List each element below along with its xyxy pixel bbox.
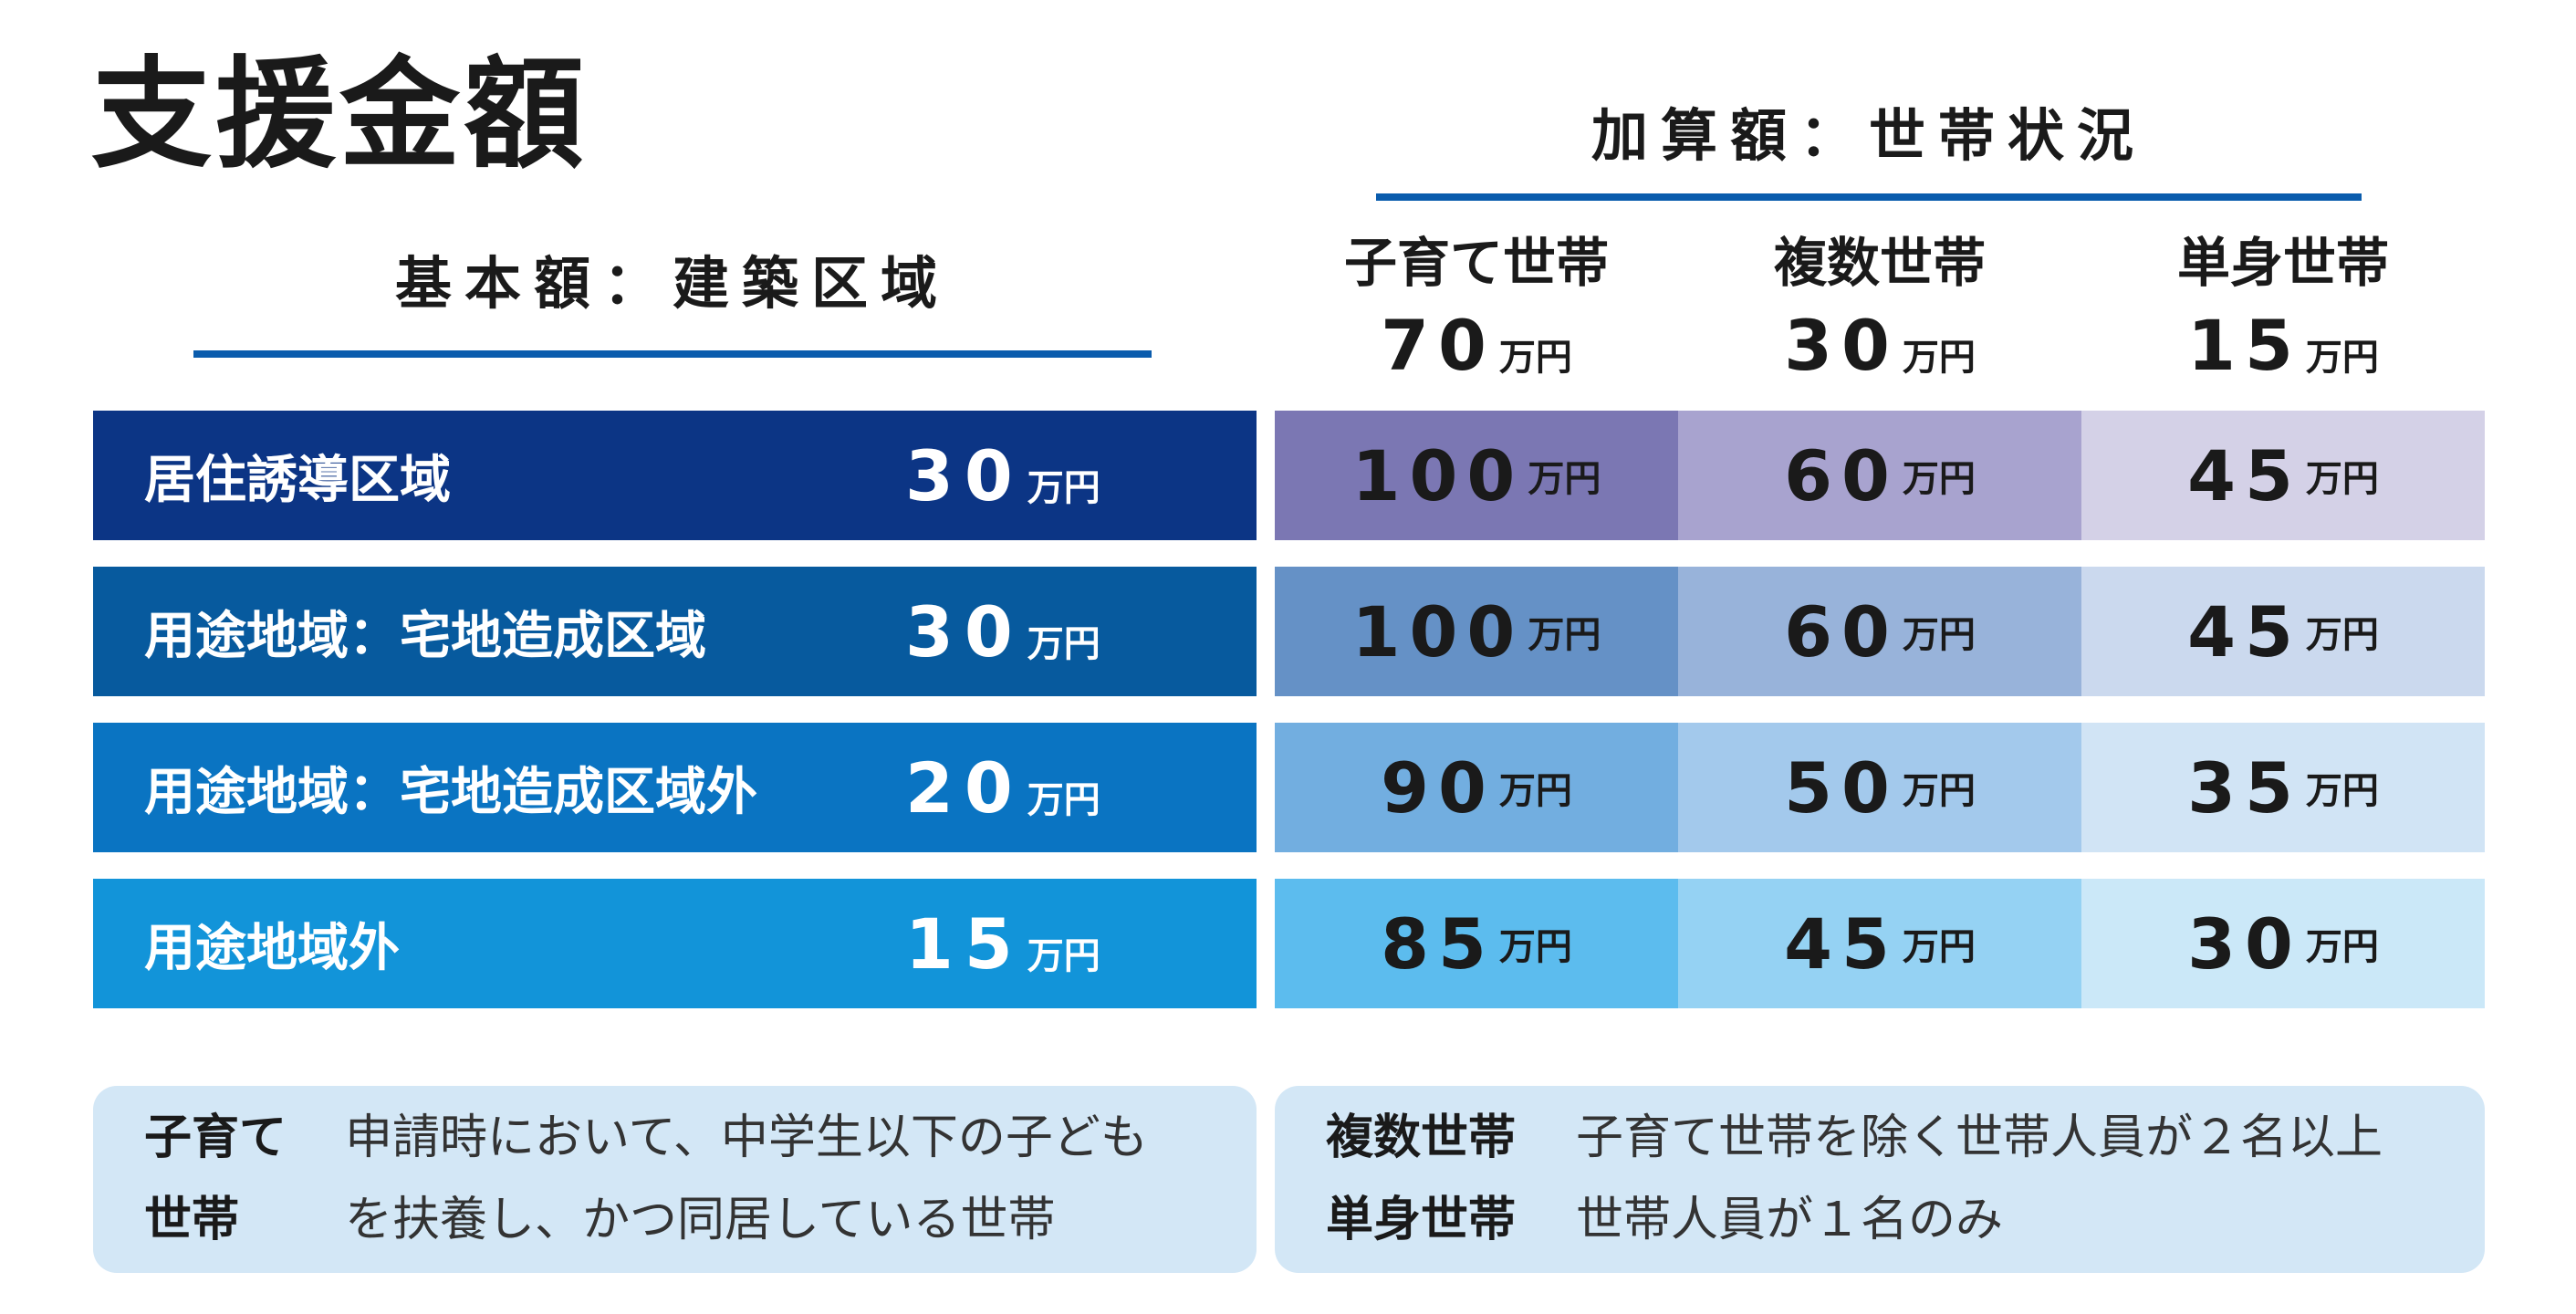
base-section-rule: [193, 350, 1152, 358]
note-description: 申請時において、中学生以下の子ども: [345, 1111, 1148, 1165]
addition-cell: 60 万円: [1678, 411, 2081, 540]
column-label: 単身世帯: [2176, 232, 2389, 294]
addition-cell: 90 万円: [1275, 723, 1678, 852]
addition-cell: 45 万円: [2081, 411, 2485, 540]
note-term: 単身世帯: [1326, 1193, 1517, 1247]
base-row-label: 居住誘導区域: [144, 450, 451, 510]
column-label: 複数世帯: [1773, 232, 1986, 294]
base-row-residential-guidance: 居住誘導区域 30 万円: [93, 411, 1257, 540]
base-section-title: 基本額：建築区域: [394, 250, 950, 317]
base-row-amount: 20 万円: [905, 746, 1100, 829]
addition-cell: 50 万円: [1678, 723, 2081, 852]
column-amount: 70 万円: [1381, 304, 1572, 386]
note-description: 子育て世帯を除く世帯人員が２名以上: [1576, 1111, 2383, 1165]
column-amount: 30 万円: [1784, 304, 1976, 386]
base-row-amount: 15 万円: [905, 902, 1100, 985]
base-row-label: 用途地域外: [144, 918, 400, 978]
column-header-childrearing: 子育て世帯 70 万円: [1275, 235, 1678, 382]
addition-cell: 45 万円: [1678, 879, 2081, 1008]
addition-cell: 30 万円: [2081, 879, 2485, 1008]
base-row-amount: 30 万円: [905, 434, 1100, 516]
addition-section-rule: [1376, 193, 2362, 201]
column-header-single: 単身世帯 15 万円: [2081, 235, 2485, 382]
addition-cell: 45 万円: [2081, 567, 2485, 696]
note-description: を扶養し、かつ同居している世帯: [345, 1193, 1056, 1247]
column-amount: 15 万円: [2187, 304, 2379, 386]
column-label: 子育て世帯: [1343, 232, 1609, 294]
note-term: 複数世帯: [1326, 1111, 1517, 1165]
base-row-outside-use-zone: 用途地域外 15 万円: [93, 879, 1257, 1008]
page-title: 支援金額: [91, 45, 588, 185]
note-term: 世帯: [144, 1193, 240, 1247]
addition-cell: 100 万円: [1275, 411, 1678, 540]
addition-cell: 85 万円: [1275, 879, 1678, 1008]
base-row-amount: 30 万円: [905, 590, 1100, 673]
addition-section-title: 加算額：世帯状況: [1590, 102, 2146, 169]
base-row-label: 用途地域：宅地造成区域: [144, 606, 706, 666]
addition-cell: 60 万円: [1678, 567, 2081, 696]
note-term: 子育て: [144, 1111, 287, 1165]
addition-cell: 100 万円: [1275, 567, 1678, 696]
base-row-land-development: 用途地域：宅地造成区域 30 万円: [93, 567, 1257, 696]
note-childrearing-definition: 子育て 世帯 申請時において、中学生以下の子ども を扶養し、かつ同居している世帯: [93, 1086, 1257, 1273]
note-household-definitions: 複数世帯 子育て世帯を除く世帯人員が２名以上 単身世帯 世帯人員が１名のみ: [1275, 1086, 2485, 1273]
addition-cell: 35 万円: [2081, 723, 2485, 852]
note-description: 世帯人員が１名のみ: [1576, 1193, 2004, 1247]
base-row-label: 用途地域：宅地造成区域外: [144, 762, 757, 822]
column-header-multiple: 複数世帯 30 万円: [1678, 235, 2081, 382]
base-row-outside-land-development: 用途地域：宅地造成区域外 20 万円: [93, 723, 1257, 852]
